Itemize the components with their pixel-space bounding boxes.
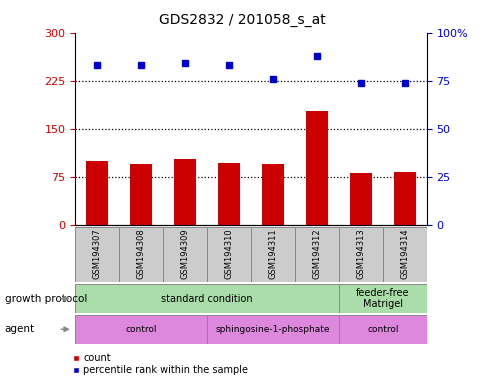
Bar — [130, 164, 152, 225]
FancyBboxPatch shape — [338, 315, 426, 344]
FancyBboxPatch shape — [207, 315, 338, 344]
Bar — [393, 172, 415, 225]
Text: GSM194308: GSM194308 — [136, 228, 145, 279]
Text: GSM194310: GSM194310 — [224, 228, 233, 279]
Text: GSM194312: GSM194312 — [312, 228, 321, 279]
Bar — [218, 162, 240, 225]
Text: feeder-free
Matrigel: feeder-free Matrigel — [355, 288, 409, 310]
FancyBboxPatch shape — [119, 227, 163, 282]
Text: sphingosine-1-phosphate: sphingosine-1-phosphate — [215, 325, 330, 334]
Bar — [305, 111, 327, 225]
FancyBboxPatch shape — [251, 227, 294, 282]
Text: agent: agent — [5, 324, 35, 334]
FancyBboxPatch shape — [207, 227, 251, 282]
Text: standard condition: standard condition — [161, 293, 252, 304]
Bar — [86, 161, 108, 225]
FancyBboxPatch shape — [75, 284, 338, 313]
FancyBboxPatch shape — [75, 315, 207, 344]
Text: GSM194311: GSM194311 — [268, 228, 277, 279]
Bar — [174, 159, 196, 225]
FancyBboxPatch shape — [75, 227, 119, 282]
Text: GSM194313: GSM194313 — [356, 228, 364, 279]
FancyBboxPatch shape — [294, 227, 338, 282]
Text: GSM194314: GSM194314 — [399, 228, 408, 279]
FancyBboxPatch shape — [163, 227, 207, 282]
Text: control: control — [366, 325, 398, 334]
Bar — [261, 164, 283, 225]
Text: GDS2832 / 201058_s_at: GDS2832 / 201058_s_at — [159, 13, 325, 27]
FancyBboxPatch shape — [382, 227, 426, 282]
Text: control: control — [125, 325, 156, 334]
Text: GSM194307: GSM194307 — [92, 228, 102, 279]
FancyBboxPatch shape — [338, 284, 426, 313]
Legend: count, percentile rank within the sample: count, percentile rank within the sample — [68, 349, 252, 379]
FancyBboxPatch shape — [338, 227, 382, 282]
Text: growth protocol: growth protocol — [5, 293, 87, 304]
Bar — [349, 174, 371, 225]
Text: GSM194309: GSM194309 — [180, 228, 189, 279]
